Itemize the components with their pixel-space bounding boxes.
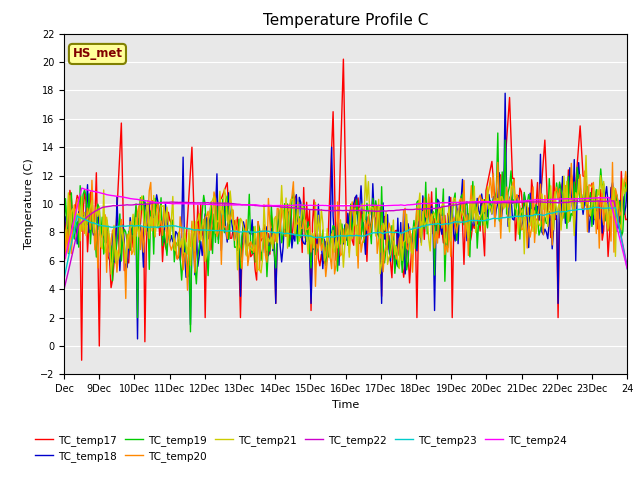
TC_temp21 xyxy=(623,182,631,188)
TC_temp24 xyxy=(81,186,88,192)
TC_temp20 xyxy=(623,188,631,194)
TC_temp23 xyxy=(593,204,600,210)
TC_temp18 xyxy=(134,336,141,342)
TC_temp17 xyxy=(78,357,86,363)
TC_temp23 xyxy=(97,223,104,228)
Y-axis label: Temperature (C): Temperature (C) xyxy=(24,158,35,250)
TC_temp22 xyxy=(461,200,469,206)
TC_temp19 xyxy=(351,223,359,228)
TC_temp19 xyxy=(187,329,195,335)
TC_temp21 xyxy=(79,228,87,233)
TC_temp21 xyxy=(622,187,630,192)
TC_temp18 xyxy=(463,238,471,244)
TC_temp21 xyxy=(463,222,471,228)
TC_temp17 xyxy=(465,224,472,229)
TC_temp24 xyxy=(463,199,471,205)
TC_temp23 xyxy=(60,276,68,282)
TC_temp20 xyxy=(79,214,87,220)
TC_temp20 xyxy=(122,296,130,301)
TC_temp17 xyxy=(340,56,348,62)
TC_temp21 xyxy=(582,153,590,158)
TC_temp23 xyxy=(545,211,553,216)
TC_temp22 xyxy=(620,249,628,254)
TC_temp22 xyxy=(350,208,358,214)
TC_temp22 xyxy=(79,218,87,224)
X-axis label: Time: Time xyxy=(332,400,359,409)
TC_temp23 xyxy=(620,251,628,257)
TC_temp22 xyxy=(545,199,553,205)
TC_temp20 xyxy=(97,234,104,240)
TC_temp21 xyxy=(547,183,555,189)
TC_temp19 xyxy=(494,130,502,136)
TC_temp19 xyxy=(548,209,556,215)
TC_temp20 xyxy=(60,207,68,213)
TC_temp22 xyxy=(60,287,68,292)
TC_temp24 xyxy=(99,191,106,196)
TC_temp19 xyxy=(463,199,471,204)
Line: TC_temp19: TC_temp19 xyxy=(64,133,627,332)
Title: Temperature Profile C: Temperature Profile C xyxy=(263,13,428,28)
Line: TC_temp23: TC_temp23 xyxy=(64,207,627,279)
Line: TC_temp18: TC_temp18 xyxy=(64,93,627,339)
TC_temp20 xyxy=(351,223,359,229)
TC_temp22 xyxy=(610,198,618,204)
TC_temp23 xyxy=(350,233,358,239)
Line: TC_temp17: TC_temp17 xyxy=(64,59,627,360)
Line: TC_temp21: TC_temp21 xyxy=(64,156,627,274)
TC_temp18 xyxy=(548,246,556,252)
TC_temp17 xyxy=(548,228,556,234)
TC_temp21 xyxy=(60,244,68,250)
TC_temp18 xyxy=(623,186,631,192)
TC_temp24 xyxy=(623,266,631,272)
TC_temp17 xyxy=(623,216,631,222)
TC_temp21 xyxy=(108,271,115,277)
TC_temp20 xyxy=(622,168,630,174)
TC_temp17 xyxy=(99,229,106,235)
Text: HS_met: HS_met xyxy=(72,48,122,60)
TC_temp19 xyxy=(622,180,630,185)
TC_temp20 xyxy=(463,212,471,218)
TC_temp24 xyxy=(620,254,628,260)
TC_temp23 xyxy=(79,216,87,222)
TC_temp19 xyxy=(623,188,631,194)
TC_temp17 xyxy=(353,211,360,217)
TC_temp18 xyxy=(60,231,68,237)
TC_temp18 xyxy=(97,223,104,229)
TC_temp17 xyxy=(622,217,630,223)
TC_temp20 xyxy=(548,242,556,248)
Line: TC_temp24: TC_temp24 xyxy=(64,188,627,269)
TC_temp19 xyxy=(79,192,87,197)
TC_temp23 xyxy=(623,266,631,272)
Line: TC_temp20: TC_temp20 xyxy=(64,162,627,299)
TC_temp19 xyxy=(97,234,104,240)
TC_temp24 xyxy=(351,203,359,209)
Legend: TC_temp17, TC_temp18, TC_temp19, TC_temp20, TC_temp21, TC_temp22, TC_temp23, TC_: TC_temp17, TC_temp18, TC_temp19, TC_temp… xyxy=(31,431,570,466)
TC_temp18 xyxy=(79,213,87,218)
TC_temp17 xyxy=(81,190,88,196)
TC_temp18 xyxy=(351,195,359,201)
TC_temp21 xyxy=(351,205,359,211)
Line: TC_temp22: TC_temp22 xyxy=(64,201,627,289)
TC_temp24 xyxy=(547,196,555,202)
TC_temp24 xyxy=(60,260,68,265)
TC_temp19 xyxy=(60,224,68,229)
TC_temp22 xyxy=(97,205,104,211)
TC_temp21 xyxy=(97,244,104,250)
TC_temp20 xyxy=(494,159,502,165)
TC_temp18 xyxy=(622,204,630,210)
TC_temp17 xyxy=(60,233,68,239)
TC_temp24 xyxy=(78,185,86,191)
TC_temp22 xyxy=(623,264,631,269)
TC_temp18 xyxy=(501,90,509,96)
TC_temp23 xyxy=(461,219,469,225)
